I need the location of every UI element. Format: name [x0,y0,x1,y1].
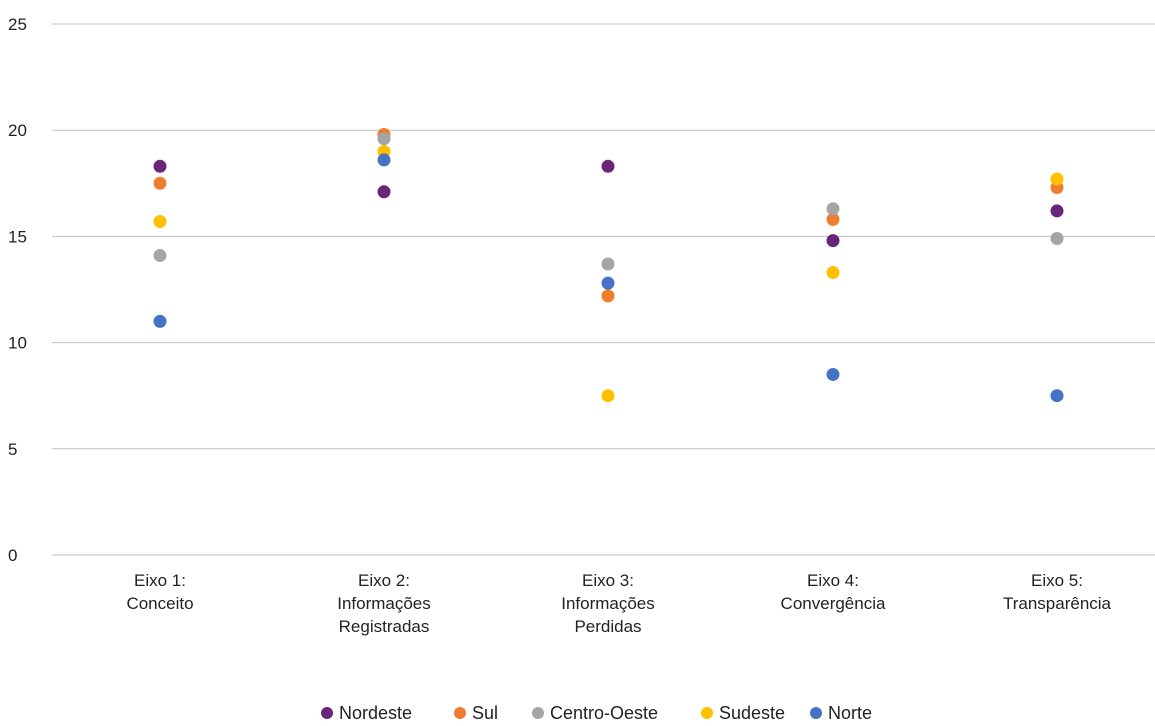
x-category-label-line: Perdidas [574,617,641,636]
data-point-nordeste [1050,204,1064,218]
y-tick-label: 15 [8,227,27,246]
data-point-sul [153,176,167,190]
data-point-sudeste [1050,172,1064,186]
x-category-label: Eixo 2: Informações Registradas [337,571,431,636]
x-category-label: Eixo 4: Convergência [781,571,886,613]
x-category-label-line: Eixo 1: [134,571,186,590]
y-tick-label: 20 [8,121,27,140]
data-point-norte [826,367,840,381]
legend-label: Sudeste [719,703,785,723]
y-axis-ticks: 0 5 10 15 20 25 [8,15,27,565]
legend-marker [532,707,544,719]
x-category-label-line: Eixo 3: [582,571,634,590]
x-category-label-line: Convergência [781,594,886,613]
data-point-norte [377,153,391,167]
y-tick-label: 0 [8,546,17,565]
data-point-norte [601,276,615,290]
x-category-label-line: Conceito [126,594,193,613]
data-point-nordeste [826,234,840,248]
x-category-label-line: Eixo 5: [1031,571,1083,590]
data-point-nordeste [377,185,391,199]
data-point-sul [601,289,615,303]
x-category-label: Eixo 3: Informações Perdidas [561,571,655,636]
y-tick-label: 10 [8,334,27,353]
x-category-label-line: Eixo 4: [807,571,859,590]
data-point-norte [1050,389,1064,403]
data-point-centro-oeste [601,257,615,271]
legend-label: Nordeste [339,703,412,723]
x-category-label-line: Registradas [339,617,430,636]
legend: Nordeste Sul Centro-Oeste Sudeste Norte [321,703,872,723]
legend-marker [321,707,333,719]
x-category-label-line: Informações [337,594,431,613]
legend-label: Centro-Oeste [550,703,658,723]
legend-marker [701,707,713,719]
y-tick-label: 5 [8,440,17,459]
legend-marker [810,707,822,719]
x-category-label: Eixo 5: Transparência [1003,571,1112,613]
data-point-sudeste [601,389,615,403]
data-points [153,127,1064,403]
data-point-sul [826,212,840,226]
data-point-centro-oeste [377,132,391,146]
legend-marker [454,707,466,719]
legend-label: Sul [472,703,498,723]
data-point-centro-oeste [153,249,167,263]
data-point-centro-oeste [1050,232,1064,246]
data-point-sudeste [153,215,167,229]
x-axis-categories: Eixo 1: Conceito Eixo 2: Informações Registr… [126,571,1111,636]
legend-label: Norte [828,703,872,723]
x-category-label-line: Informações [561,594,655,613]
data-point-nordeste [153,159,167,173]
gridlines [52,23,1155,556]
x-category-label-line: Eixo 2: [358,571,410,590]
data-point-nordeste [601,159,615,173]
y-tick-label: 25 [8,15,27,34]
x-category-label: Eixo 1: Conceito [126,571,193,613]
data-point-norte [153,314,167,328]
x-category-label-line: Transparência [1003,594,1112,613]
data-point-centro-oeste [826,202,840,216]
data-point-sudeste [826,266,840,280]
